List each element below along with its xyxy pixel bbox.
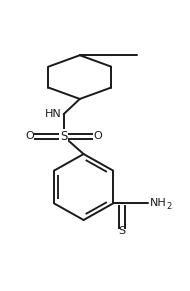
Text: 2: 2 (166, 202, 172, 211)
Text: HN: HN (45, 109, 62, 119)
Text: NH: NH (150, 198, 167, 208)
Text: S: S (60, 130, 67, 143)
Text: S: S (118, 226, 125, 236)
Text: O: O (25, 131, 34, 141)
Text: O: O (93, 131, 102, 141)
